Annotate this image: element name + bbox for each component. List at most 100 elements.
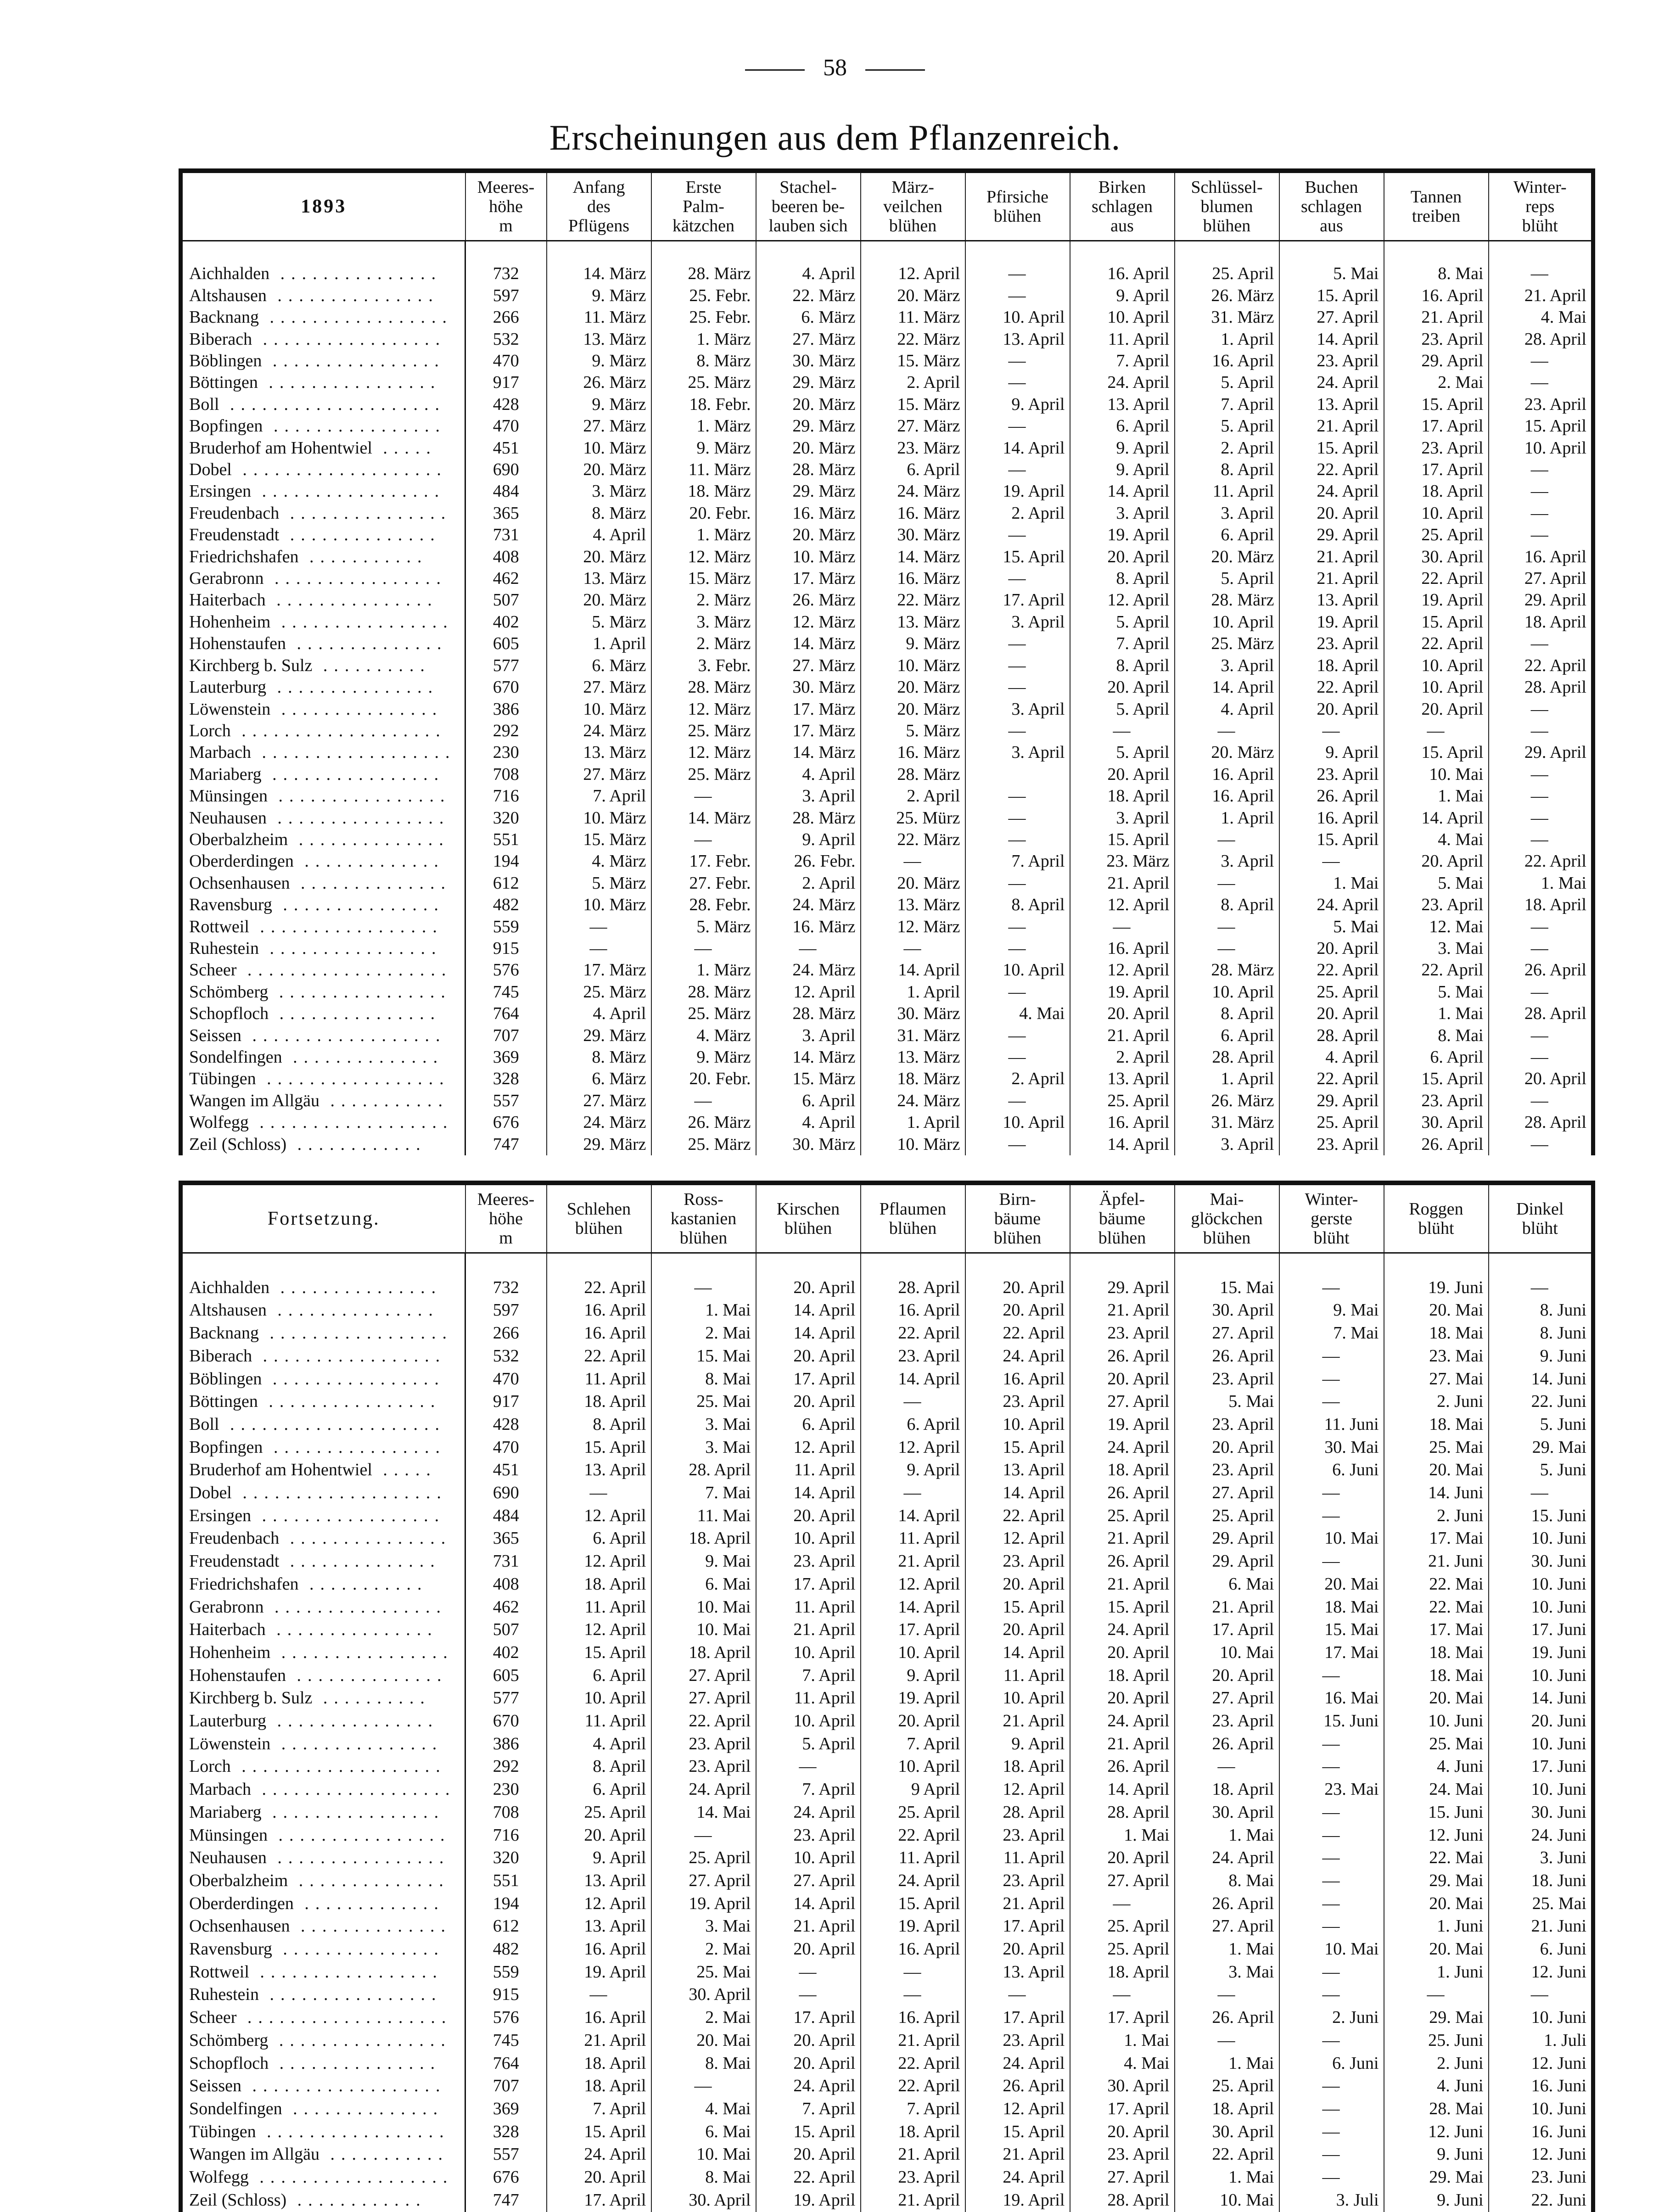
date-cell: 6. Juni — [1278, 2052, 1384, 2075]
station-name: Boll — [189, 394, 219, 414]
leader-dots: .................. — [241, 2076, 447, 2096]
date-cell: 6. April — [1174, 524, 1279, 546]
date-cell: 20. April — [755, 2029, 861, 2052]
date-cell: 18. April — [1383, 481, 1489, 503]
date-cell: 15. April — [1069, 1596, 1175, 1619]
date-cell: 19. April — [755, 2189, 861, 2212]
date-cell: 1. Mai — [650, 1299, 756, 1322]
date-cell: 8. April — [546, 1755, 651, 1779]
date-cell: 23. Juni — [1488, 2166, 1593, 2189]
table-row: Bruderhof am Hohentwiel ..... 451 13. Apri… — [180, 1459, 1593, 1482]
date-cell: 6. April — [755, 1413, 861, 1436]
elevation-cell: 670 — [465, 677, 547, 699]
date-cell: 8. Juni — [1488, 1322, 1593, 1345]
station-name-cell: Böttingen ................ — [180, 372, 466, 394]
elevation-cell: 369 — [465, 1047, 547, 1069]
date-cell: 18. April — [546, 1573, 651, 1596]
elevation-cell: 320 — [465, 807, 547, 829]
date-cell: 25. April — [1278, 1112, 1384, 1134]
date-cell: — — [1488, 263, 1593, 285]
elevation-cell: 484 — [465, 481, 547, 503]
leader-dots: ................ — [258, 1392, 442, 1411]
date-cell: 20. April — [860, 1710, 965, 1733]
date-cell: 27. März — [755, 328, 861, 351]
station-name-cell: Mariaberg ................ — [180, 1801, 466, 1824]
date-cell: — — [964, 1025, 1070, 1047]
date-cell: — — [964, 415, 1070, 437]
date-cell: 26. März — [1174, 285, 1279, 307]
table-row: Hohenstaufen .............. 605 6. April 27… — [180, 1664, 1593, 1687]
date-cell: 28. April — [964, 1801, 1070, 1824]
date-cell: 15. Mai — [650, 1344, 756, 1368]
date-cell: 4. April — [755, 263, 861, 285]
date-cell: 2. Mai — [650, 2006, 756, 2029]
station-name: Hohenheim — [189, 612, 271, 632]
date-cell: 29. März — [755, 415, 861, 437]
date-cell: 22. Juni — [1488, 1390, 1593, 1413]
leader-dots: .............. — [290, 1916, 452, 1936]
date-cell: 20. Mai — [650, 2029, 756, 2052]
date-cell: 23. April — [1174, 1459, 1279, 1482]
leader-dots: ............... — [270, 699, 443, 719]
table-row: Böblingen ................ 470 11. April 8.… — [180, 1367, 1593, 1391]
station-name: Backnang — [189, 1323, 259, 1343]
date-cell: 12. März — [755, 611, 861, 633]
date-cell: 5. März — [650, 916, 756, 938]
date-cell: 15. April — [964, 2120, 1070, 2144]
date-cell: 9. April — [860, 1459, 965, 1482]
date-cell: 15. März — [860, 393, 965, 416]
date-cell: 10. Mai — [1278, 1527, 1384, 1551]
date-cell: 12. April — [755, 981, 861, 1003]
date-cell: — — [1278, 2143, 1384, 2167]
station-name: Sondelfingen — [189, 2099, 282, 2118]
date-cell: 17. April — [755, 1573, 861, 1596]
table-row: Dobel ................... 690 20. März 11. … — [180, 459, 1593, 481]
station-name-cell: Haiterbach ............... — [180, 1618, 466, 1641]
date-cell: 6. Mai — [650, 2120, 756, 2144]
table-row: Biberach ................. 532 13. März 1. … — [180, 328, 1593, 351]
date-cell: 24. März — [755, 894, 861, 916]
station-name-cell: Wolfegg .................. — [180, 2166, 466, 2189]
station-name: Löwenstein — [189, 699, 271, 719]
date-cell: 23. April — [964, 1390, 1070, 1413]
date-cell: 20. Febr. — [650, 1068, 756, 1090]
elevation-cell: 532 — [465, 328, 547, 351]
leader-dots: ..... — [372, 1460, 437, 1480]
date-cell: 1. April — [860, 1112, 965, 1134]
date-cell: 21. April — [860, 1550, 965, 1573]
date-cell: 10. April — [964, 1112, 1070, 1134]
table-row: Freudenbach ............... 365 6. April 18… — [180, 1527, 1593, 1551]
station-name: Wolfegg — [189, 1113, 249, 1132]
date-cell: 22. Juni — [1488, 2189, 1593, 2212]
date-cell: 25. Mürz — [860, 807, 965, 829]
date-cell: — — [1278, 2075, 1384, 2098]
date-cell: 15. April — [860, 1892, 965, 1915]
date-cell: 24. April — [755, 1801, 861, 1824]
station-name: Freudenstadt — [189, 1551, 280, 1571]
date-cell: 16. März — [755, 916, 861, 938]
table-row: Neuhausen ................ 320 9. April 25.… — [180, 1847, 1593, 1870]
date-cell: — — [1488, 981, 1593, 1003]
date-cell: 26. März — [755, 589, 861, 611]
station-name-cell: Lorch ................... — [180, 720, 466, 742]
elevation-cell: 482 — [465, 1938, 547, 1961]
date-cell: 27. März — [546, 415, 651, 437]
leader-dots: ................ — [262, 1369, 445, 1389]
date-cell: 17. März — [755, 698, 861, 720]
elevation-cell: 408 — [465, 1573, 547, 1596]
station-name-cell: Dobel ................... — [180, 1482, 466, 1505]
date-cell: — — [964, 1133, 1070, 1156]
date-cell: 26. April — [1174, 1344, 1279, 1368]
date-cell: 16. April — [1174, 350, 1279, 372]
elevation-cell: 292 — [465, 720, 547, 742]
station-name-cell: Schömberg ................ — [180, 981, 466, 1003]
date-cell: 15. Mai — [1174, 1276, 1279, 1299]
date-cell: 23. März — [860, 437, 965, 459]
date-cell: 17. April — [964, 2006, 1070, 2029]
date-cell: 21. April — [1069, 1299, 1175, 1322]
leader-dots: .............. — [288, 1870, 450, 1890]
date-cell: 1. Mai — [1383, 785, 1489, 807]
station-name-cell: Neuhausen ................ — [180, 807, 466, 829]
date-cell: — — [964, 677, 1070, 699]
station-name: Hohenheim — [189, 1642, 271, 1662]
